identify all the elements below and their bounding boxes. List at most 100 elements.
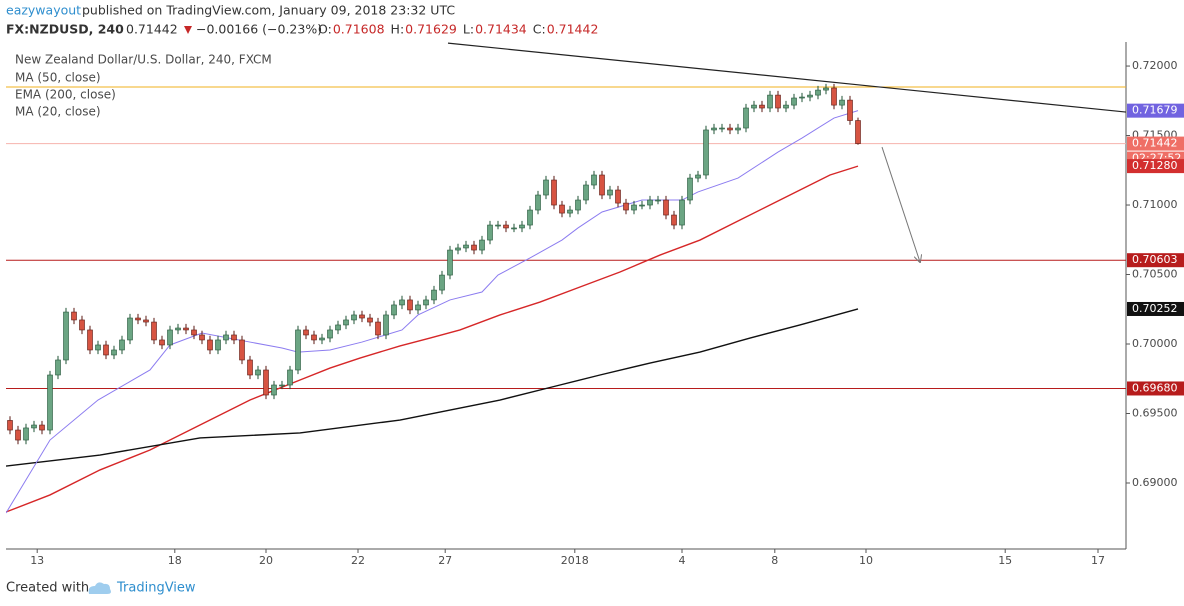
price-tag-label: 0.70252 <box>1132 302 1178 315</box>
ma-line <box>6 165 859 513</box>
brand[interactable]: TradingView <box>116 581 196 596</box>
down-icon <box>184 26 192 34</box>
candle-body <box>839 99 845 106</box>
candle-body <box>775 94 781 109</box>
candle-body <box>831 87 837 106</box>
ohlc-label: C: <box>533 22 546 37</box>
candle-body <box>127 317 133 341</box>
candle-body <box>415 304 421 311</box>
ohlc-value: 0.71434 <box>475 22 527 37</box>
candle-body <box>751 104 757 109</box>
footer: Created with TradingView <box>6 581 196 596</box>
candle-body <box>511 227 517 230</box>
x-tick-label: 8 <box>771 554 778 567</box>
candle-body <box>495 224 501 227</box>
candle-body <box>335 324 341 331</box>
y-tick-label: 0.71000 <box>1132 198 1178 211</box>
candle-body <box>671 214 677 226</box>
candle-body <box>815 89 821 96</box>
candle-body <box>447 249 453 276</box>
legend-entry: MA (20, close) <box>15 105 101 119</box>
candle-body <box>703 129 709 176</box>
price-tag-label: 0.71679 <box>1132 104 1178 117</box>
price-tag <box>1127 301 1184 316</box>
candle-body <box>431 289 437 301</box>
candle-body <box>135 317 141 321</box>
candle-body <box>455 247 461 251</box>
x-tick-label: 17 <box>1091 554 1105 567</box>
candle-body <box>487 224 493 241</box>
candle-body <box>759 104 765 109</box>
header: eazywayout published on TradingView.com,… <box>6 3 455 37</box>
change: −0.00166 (−0.23%) <box>196 22 322 37</box>
candle-body <box>71 311 77 321</box>
x-tick-label: 2018 <box>561 554 589 567</box>
candle-body <box>807 94 813 98</box>
candle-body <box>479 239 485 251</box>
candle-body <box>663 199 669 216</box>
x-tick-label: 4 <box>679 554 686 567</box>
x-tick-label: 27 <box>438 554 452 567</box>
candle-body <box>823 87 829 91</box>
created-with: Created with <box>6 581 89 596</box>
candle-body <box>295 329 301 371</box>
candle-body <box>23 427 29 441</box>
price-tag-label: 0.69680 <box>1132 381 1178 394</box>
candle-body <box>119 339 125 351</box>
candle-body <box>695 174 701 179</box>
price-tag-label: 0.71280 <box>1132 159 1178 172</box>
x-tick-label: 22 <box>351 554 365 567</box>
candle-body <box>175 327 181 331</box>
y-tick-label: 0.69000 <box>1132 476 1178 489</box>
candle-body <box>7 420 13 431</box>
candle-body <box>783 104 789 109</box>
ohlc-label: H: <box>391 22 405 37</box>
candle-body <box>847 99 853 121</box>
candle-body <box>327 329 333 339</box>
plot <box>6 42 1126 514</box>
candle-body <box>791 97 797 106</box>
candle-body <box>535 194 541 211</box>
author[interactable]: eazywayout <box>6 3 81 18</box>
candle-body <box>855 120 861 144</box>
candle-body <box>767 94 773 109</box>
candle-body <box>383 314 389 336</box>
candle-body <box>231 334 237 341</box>
last-price: 0.71442 <box>126 22 178 37</box>
candle-body <box>687 177 693 201</box>
candle-body <box>655 199 661 202</box>
candle-body <box>471 244 477 251</box>
candle-body <box>375 321 381 336</box>
candle-body <box>647 199 653 206</box>
price-tag <box>1127 103 1184 118</box>
candle-body <box>207 339 213 351</box>
trend-line <box>447 42 1126 113</box>
candle-body <box>199 334 205 341</box>
plot-area <box>6 42 1126 549</box>
candle-body <box>591 174 597 186</box>
ohlc-value: 0.71629 <box>405 22 457 37</box>
x-tick-label: 10 <box>859 554 873 567</box>
candle-body <box>367 317 373 323</box>
ohlc-label: L: <box>463 22 474 37</box>
candle-body <box>247 359 253 376</box>
candle-body <box>343 319 349 326</box>
candle-body <box>303 329 309 336</box>
x-tick-label: 20 <box>259 554 273 567</box>
candle-body <box>31 424 37 429</box>
candle-body <box>543 179 549 196</box>
published: published on TradingView.com, January 09… <box>82 3 455 18</box>
ma-line <box>6 308 859 467</box>
y-tick-label: 0.69500 <box>1132 406 1178 419</box>
candle-body <box>79 319 85 331</box>
candle-body <box>287 369 293 386</box>
candle-body <box>263 369 269 396</box>
candle-body <box>631 204 637 211</box>
candle-body <box>359 314 365 319</box>
candle-body <box>87 329 93 351</box>
candle-body <box>255 369 261 376</box>
ohlc-value: 0.71608 <box>333 22 385 37</box>
price-tag <box>1127 381 1184 396</box>
candle-body <box>63 311 69 361</box>
candle-body <box>271 384 277 396</box>
